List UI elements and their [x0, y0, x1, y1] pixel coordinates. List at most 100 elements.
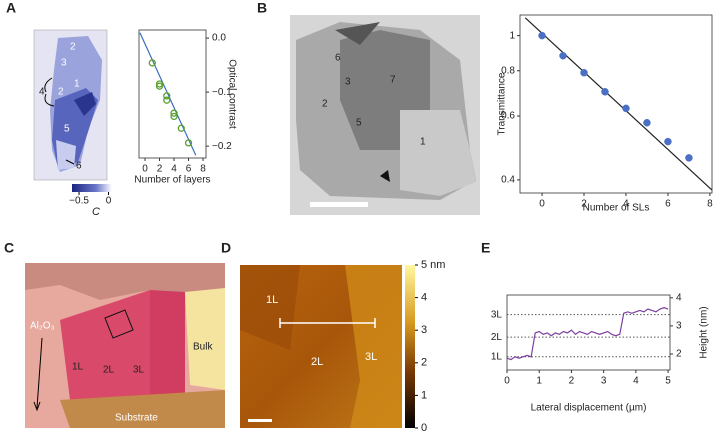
colorbar-tick-label: 1	[421, 389, 427, 401]
x-tick-label: 5	[665, 376, 671, 387]
data-point	[163, 96, 171, 104]
colorbar-tick-label: 2	[421, 357, 427, 369]
contrast-map	[33, 29, 108, 181]
x-tick-label: 0	[539, 199, 545, 210]
y-axis-label: Height (nm)	[699, 306, 710, 358]
x-tick-label: 4	[171, 164, 177, 175]
y-axis-label: Optical contrast	[226, 59, 237, 129]
reference-label: 2L	[491, 332, 503, 343]
layer-label: 7	[390, 75, 396, 86]
x-axis-label: Lateral displacement (µm)	[531, 403, 647, 414]
data-point	[184, 139, 193, 147]
y-tick-label: 2	[676, 349, 682, 360]
x-tick-label: 8	[200, 164, 206, 175]
y-tick-label: 4	[676, 292, 682, 303]
data-point	[163, 92, 171, 100]
plot-frame	[506, 294, 671, 371]
colorbar-tick-label: 3	[421, 324, 427, 336]
layer-label: 3L	[133, 365, 145, 376]
y-tick-label: −0.2	[212, 141, 232, 152]
optical-image	[290, 15, 480, 215]
layer-label: Bulk	[193, 342, 213, 353]
layer-label: 2	[322, 99, 328, 110]
layer-label: 2	[58, 87, 64, 98]
x-tick-label: 2	[581, 199, 587, 210]
panel-letter: E	[481, 240, 490, 256]
data-point	[155, 82, 164, 90]
data-line	[524, 17, 713, 191]
plot-frame	[138, 29, 207, 159]
arrow	[44, 77, 55, 107]
data-point	[580, 68, 588, 77]
colorbar	[72, 184, 112, 192]
reference-label: 3L	[491, 309, 503, 320]
data-point	[538, 31, 546, 40]
afm-image	[240, 265, 402, 428]
data-point	[601, 88, 609, 96]
data-point	[559, 52, 567, 60]
x-tick-label: 4	[623, 199, 629, 210]
panel-letter: C	[4, 240, 14, 256]
x-tick-label: 1	[536, 376, 542, 387]
colorbar-tick-label: 4	[421, 292, 427, 304]
x-tick-label: 2	[569, 376, 575, 387]
x-tick-label: 0	[504, 376, 510, 387]
y-tick-label: 0.8	[501, 65, 515, 76]
plot-frame	[519, 14, 713, 194]
panel-letter: D	[221, 240, 231, 256]
layer-label: 3	[345, 77, 351, 88]
x-tick-label: 6	[186, 164, 192, 175]
colorbar-tick-label: −0.5	[69, 196, 89, 207]
y-tick-label: 1	[509, 30, 515, 41]
layer-label: Al₂O₃	[30, 321, 55, 332]
data-point	[664, 137, 672, 146]
x-tick-label: 3	[601, 376, 607, 387]
data-point	[177, 124, 185, 132]
layer-label: 6	[76, 161, 82, 172]
data-point	[155, 80, 164, 88]
y-tick-label: 0.6	[501, 111, 515, 122]
layer-label: 4	[39, 87, 45, 98]
y-axis-label: Transmittance	[497, 72, 508, 135]
data-point	[622, 104, 630, 113]
data-point	[148, 59, 156, 67]
layer-label: 6	[335, 53, 341, 64]
layer-label: 1	[74, 79, 80, 90]
x-axis-label: Number of SLs	[583, 203, 650, 214]
data-point	[643, 118, 651, 127]
layer-label: 1	[420, 137, 426, 148]
colorbar-tick-label: 5 nm	[421, 259, 445, 271]
data-point	[170, 112, 178, 121]
panel-letter: B	[257, 0, 267, 16]
colorbar-tick-label: 0	[106, 196, 112, 207]
layer-label: 1L	[72, 362, 84, 373]
reference-label: 1L	[491, 351, 503, 362]
panel-letter: A	[6, 0, 16, 16]
y-tick-label: −0.1	[212, 87, 232, 98]
x-tick-label: 4	[633, 376, 639, 387]
layer-label: 3L	[365, 351, 377, 363]
layer-label: 3	[61, 58, 67, 69]
y-tick-label: 0.0	[212, 33, 226, 44]
layer-label: 5	[64, 124, 70, 135]
data-line	[139, 32, 197, 156]
layer-label: 5	[356, 118, 362, 129]
colorbar-tick-label: 0	[421, 422, 427, 433]
colorbar	[405, 265, 415, 428]
data-point	[170, 109, 178, 117]
y-tick-label: 3	[676, 321, 682, 332]
x-axis-label: Number of layers	[134, 175, 210, 186]
x-tick-label: 0	[142, 164, 148, 175]
colorbar-label: C	[92, 206, 100, 218]
layer-label: 1L	[266, 294, 278, 306]
data-point	[685, 154, 693, 162]
optical-image	[25, 263, 225, 428]
x-tick-label: 6	[665, 199, 671, 210]
x-tick-label: 2	[157, 164, 163, 175]
data-line	[506, 307, 669, 361]
layer-label: 2L	[103, 365, 115, 376]
y-tick-label: 0.4	[501, 175, 515, 186]
layer-label: Substrate	[115, 413, 158, 424]
arrow	[65, 159, 75, 165]
